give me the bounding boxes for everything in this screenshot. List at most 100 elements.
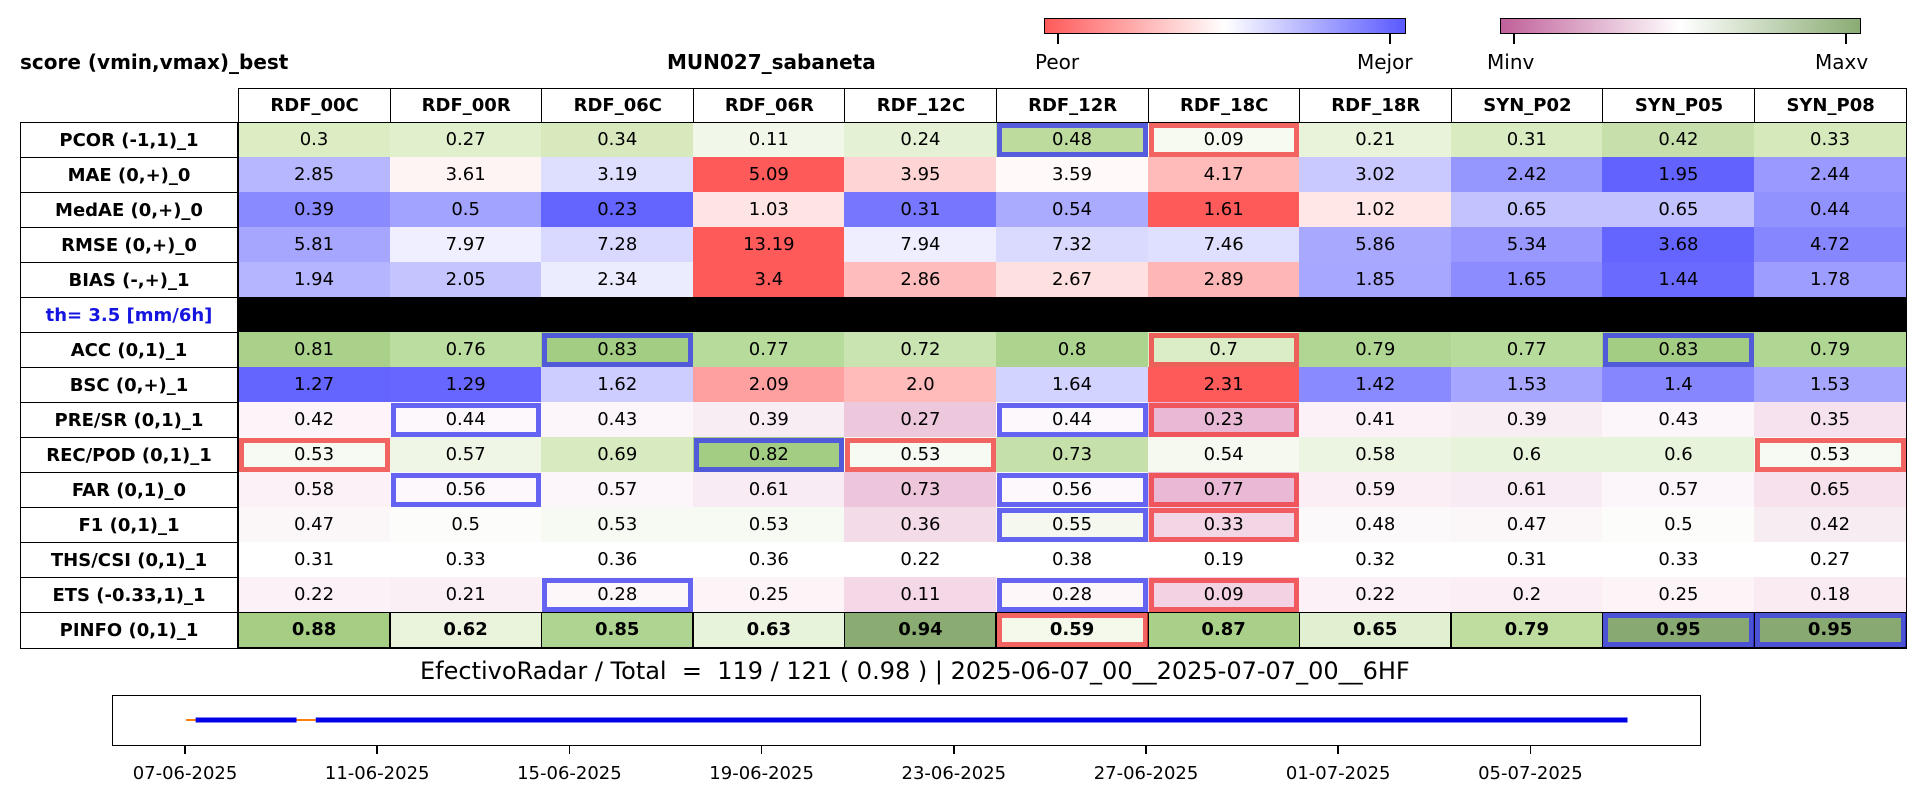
heatmap-cell: 4.17 — [1147, 157, 1300, 193]
timeline-panel — [112, 695, 1701, 746]
column-header: RDF_18C — [1147, 88, 1301, 124]
heatmap-cell: 0.56 — [996, 472, 1149, 508]
heatmap-cell: 0.58 — [238, 472, 391, 508]
heatmap-cell: 0.3 — [238, 122, 391, 158]
heatmap-cell: 0.25 — [1602, 577, 1755, 613]
heatmap-cell: 0.77 — [1450, 332, 1603, 368]
heatmap-cell: 1.65 — [1450, 262, 1603, 298]
heatmap-cell: 2.31 — [1147, 367, 1300, 403]
heatmap-cell: 1.61 — [1147, 192, 1300, 228]
heatmap-cell — [389, 297, 542, 333]
heatmap-cell: 2.09 — [692, 367, 845, 403]
heatmap-cell: 0.65 — [1602, 192, 1755, 228]
heatmap-cell: 0.63 — [692, 612, 845, 648]
row-label: PINFO (0,1)_1 — [20, 612, 238, 649]
heatmap-cell: 0.22 — [1299, 577, 1452, 613]
heatmap-cell: 0.61 — [1450, 472, 1603, 508]
heatmap-cell: 0.79 — [1450, 612, 1603, 648]
heatmap-cell: 0.22 — [238, 577, 391, 613]
heatmap-cell: 1.53 — [1450, 367, 1603, 403]
row-label: REC/POD (0,1)_1 — [20, 437, 238, 474]
heatmap-cell: 0.82 — [692, 437, 845, 473]
heatmap-cell: 0.76 — [389, 332, 542, 368]
heatmap-cell — [1299, 297, 1452, 333]
heatmap-cell: 0.28 — [996, 577, 1149, 613]
row-label: FAR (0,1)_0 — [20, 472, 238, 509]
heatmap-cell: 0.38 — [996, 542, 1149, 578]
heatmap-cell: 0.87 — [1147, 612, 1300, 648]
heatmap-cell: 0.11 — [692, 122, 845, 158]
heatmap-cell: 0.57 — [1602, 472, 1755, 508]
heatmap-cell: 0.2 — [1450, 577, 1603, 613]
heatmap-cell: 0.22 — [844, 542, 997, 578]
colorbar-min-label: Minv — [1487, 50, 1535, 74]
timeline-tick — [184, 746, 186, 754]
heatmap-cell: 0.5 — [389, 507, 542, 543]
heatmap-cell: 0.09 — [1147, 577, 1300, 613]
heatmap-cell: 0.54 — [1147, 437, 1300, 473]
heatmap-cell: 0.5 — [1602, 507, 1755, 543]
timeline-tick-label: 23-06-2025 — [901, 763, 1007, 784]
heatmap-cell: 0.18 — [1754, 577, 1907, 613]
row-label: RMSE (0,+)_0 — [20, 227, 238, 264]
heatmap-cell: 0.24 — [844, 122, 997, 158]
row-label: THS/CSI (0,1)_1 — [20, 542, 238, 579]
heatmap-cell: 0.65 — [1450, 192, 1603, 228]
heatmap-cell: 0.53 — [692, 507, 845, 543]
heatmap-cell: 0.58 — [1299, 437, 1452, 473]
heatmap-cell: 7.32 — [996, 227, 1149, 263]
timeline-tick — [568, 746, 571, 754]
row-label: MedAE (0,+)_0 — [20, 192, 238, 229]
heatmap-cell: 0.79 — [1754, 332, 1907, 368]
heatmap-cell: 4.72 — [1754, 227, 1907, 263]
heatmap-cell: 0.53 — [238, 437, 391, 473]
heatmap-cell: 0.62 — [389, 612, 542, 648]
timeline-tick-label: 11-06-2025 — [324, 763, 430, 784]
heatmap-cell: 0.8 — [996, 332, 1149, 368]
timeline-tick — [1529, 746, 1532, 754]
heatmap-cell: 2.89 — [1147, 262, 1300, 298]
heatmap-cell: 0.34 — [541, 122, 694, 158]
heatmap-cell: 1.27 — [238, 367, 391, 403]
colorbar-max-label: Maxv — [1815, 50, 1869, 74]
heatmap-cell: 0.83 — [1602, 332, 1755, 368]
timeline-tick — [760, 746, 763, 754]
heatmap-cell: 1.94 — [238, 262, 391, 298]
heatmap-cell: 0.94 — [844, 612, 997, 648]
heatmap-cell: 0.28 — [541, 577, 694, 613]
heatmap-cell: 1.02 — [1299, 192, 1452, 228]
heatmap-cell: 0.48 — [996, 122, 1149, 158]
left-title: score (vmin,vmax)_best — [20, 50, 289, 74]
heatmap-cell: 0.54 — [996, 192, 1149, 228]
heatmap-cell: 5.86 — [1299, 227, 1452, 263]
heatmap-cell: 0.48 — [1299, 507, 1452, 543]
heatmap-cell: 1.85 — [1299, 262, 1452, 298]
heatmap-cell: 2.34 — [541, 262, 694, 298]
heatmap-cell: 3.4 — [692, 262, 845, 298]
row-label: ETS (-0.33,1)_1 — [20, 577, 238, 614]
heatmap-cell: 0.61 — [692, 472, 845, 508]
heatmap-cell: 0.53 — [1754, 437, 1907, 473]
heatmap-cell: 0.6 — [1450, 437, 1603, 473]
heatmap-cell: 5.09 — [692, 157, 845, 193]
heatmap-cell: 0.31 — [238, 542, 391, 578]
heatmap-cell: 0.09 — [1147, 122, 1300, 158]
station-title: MUN027_sabaneta — [667, 50, 876, 74]
row-label: ACC (0,1)_1 — [20, 332, 238, 369]
column-header: RDF_00C — [238, 88, 392, 124]
heatmap-cell: 0.95 — [1754, 612, 1907, 648]
heatmap-cell: 0.53 — [844, 437, 997, 473]
heatmap-cell: 3.19 — [541, 157, 694, 193]
heatmap-cell: 1.42 — [1299, 367, 1452, 403]
timeline-tick — [376, 746, 378, 754]
heatmap-cell: 0.7 — [1147, 332, 1300, 368]
timeline-tick-label: 15-06-2025 — [517, 763, 622, 784]
column-header: RDF_12R — [996, 88, 1150, 124]
column-header: RDF_00R — [389, 88, 543, 124]
heatmap-cell: 0.69 — [541, 437, 694, 473]
heatmap-cell: 0.27 — [844, 402, 997, 438]
heatmap-cell: 0.39 — [238, 192, 391, 228]
row-label: MAE (0,+)_0 — [20, 157, 238, 194]
heatmap-cell: 3.02 — [1299, 157, 1452, 193]
heatmap-cell: 0.36 — [844, 507, 997, 543]
